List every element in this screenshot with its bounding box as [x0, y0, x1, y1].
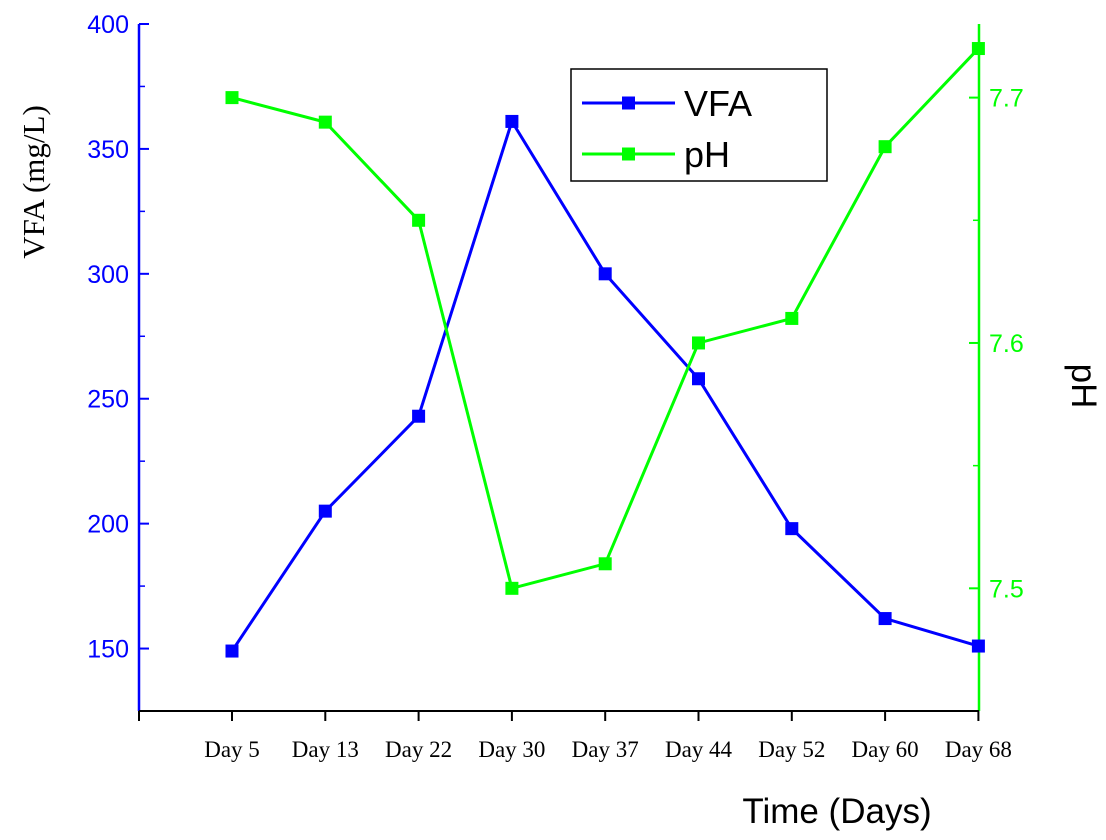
data-point-ph	[971, 42, 985, 56]
data-point-ph	[412, 213, 426, 227]
data-point-vfa	[412, 409, 426, 423]
x-tick-label: Day 44	[665, 737, 733, 762]
data-point-ph	[785, 311, 799, 325]
y-left-tick-label: 350	[87, 136, 129, 164]
data-point-vfa	[692, 372, 705, 386]
legend-box	[570, 68, 828, 182]
data-point-ph	[318, 115, 332, 129]
data-point-vfa	[971, 639, 985, 653]
x-tick-label: Day 30	[478, 737, 545, 762]
data-point-ph	[505, 581, 519, 595]
legend: VFA pH	[570, 68, 828, 182]
data-point-vfa	[225, 644, 239, 658]
legend-label-ph: pH	[684, 134, 730, 175]
data-point-vfa	[785, 522, 799, 536]
y-left-tick-label: 200	[87, 511, 129, 539]
x-tick-label: Day 60	[852, 737, 919, 762]
x-tick-label: Day 37	[572, 737, 639, 762]
series-layer	[225, 42, 985, 658]
data-point-vfa	[878, 612, 892, 626]
data-point-ph	[692, 336, 705, 350]
x-tick-label: Day 22	[385, 737, 452, 762]
y-left-tick-label: 300	[87, 261, 129, 289]
data-point-ph	[598, 557, 612, 571]
data-point-vfa	[505, 114, 519, 128]
y-axis-left-title: VFA (mg/L)	[16, 105, 51, 259]
series-line-vfa	[230, 117, 979, 652]
data-point-vfa	[318, 504, 332, 518]
legend-marker-vfa	[622, 96, 635, 110]
legend-label-vfa: VFA	[684, 83, 752, 124]
y-left-tick-label: 400	[87, 11, 129, 39]
data-point-ph	[878, 140, 892, 154]
y-left-tick-label: 150	[87, 636, 129, 664]
x-axis-title: Time (Days)	[742, 792, 931, 831]
x-tick-label: Day 52	[758, 737, 825, 762]
x-tick-label: Day 5	[204, 737, 260, 762]
y-right-tick-label: 7.7	[989, 85, 1024, 113]
x-tick-label: Day 68	[945, 737, 1012, 762]
y-right-tick-label: 7.6	[989, 330, 1024, 358]
data-point-vfa	[598, 267, 612, 281]
x-tick-label: Day 13	[292, 737, 359, 762]
y-left-tick-label: 250	[87, 386, 129, 414]
axes: 150 200 250 300 350 400 7.5 7.6 7.7 Day 5 Day 13 Da…	[87, 11, 1023, 762]
y-right-tick-label: 7.5	[989, 575, 1024, 603]
data-point-ph	[225, 91, 239, 105]
y-axis-right-title: pH	[1064, 364, 1103, 409]
legend-marker-ph	[622, 147, 635, 161]
